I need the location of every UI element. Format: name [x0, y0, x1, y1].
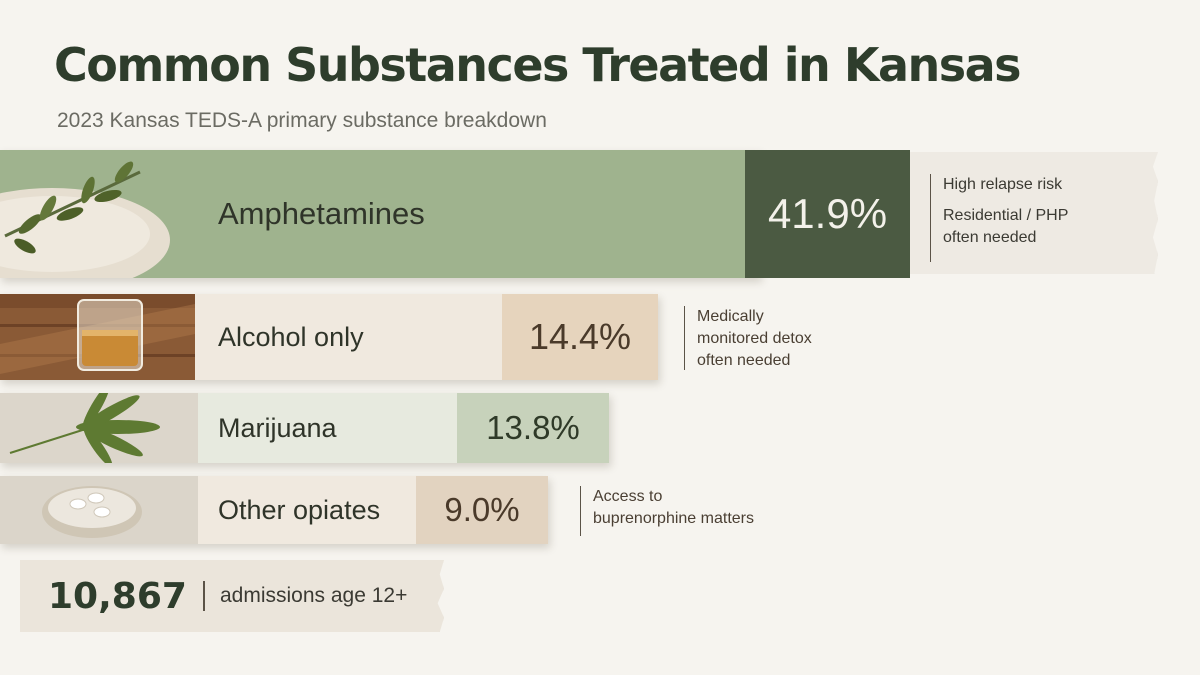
total-value: 10,867: [48, 575, 187, 617]
bar-label-amphetamines: Amphetamines: [218, 196, 425, 231]
bar-row-alcohol: Alcohol only 14.4% Medically monitored d…: [0, 294, 1200, 382]
bar-row-marijuana: Marijuana 13.8%: [0, 393, 1200, 463]
annotation-line: Medically: [697, 308, 764, 325]
bar-row-opiates: Other opiates 9.0% Access to buprenorphi…: [0, 476, 1200, 546]
value-label-amphetamines: 41.9%: [767, 190, 888, 237]
annotation-line: monitored detox: [697, 330, 812, 347]
cannabis-leaf-icon: [9, 393, 160, 463]
pill-bowl-icon: [42, 486, 142, 538]
annotation-card-amphetamines: [905, 152, 1158, 274]
value-box-marijuana: 13.8%: [457, 393, 609, 463]
annotation-alcohol: Medically monitored detox often needed: [684, 306, 812, 370]
page-subtitle: 2023 Kansas TEDS-A primary substance bre…: [57, 109, 547, 132]
total-divider: [203, 581, 205, 611]
whiskey-glass-icon: [77, 299, 143, 371]
value-label-marijuana: 13.8%: [486, 409, 580, 446]
annotation-amphetamines: High relapse risk Residential / PHP ofte…: [930, 174, 1068, 262]
annotation-line: High relapse risk: [943, 176, 1063, 193]
value-label-alcohol: 14.4%: [528, 316, 632, 357]
value-box-amphetamines: 41.9%: [745, 150, 910, 278]
annotation-line: often needed: [943, 229, 1037, 246]
total-label: admissions age 12+: [220, 584, 408, 607]
bar-label-opiates: Other opiates: [218, 494, 381, 525]
photo-pills: [0, 476, 198, 544]
annotation-opiates: Access to buprenorphine matters: [580, 486, 754, 536]
bar-label-marijuana: Marijuana: [218, 412, 337, 443]
bar-row-amphetamines: Amphetamines 41.9% High relapse risk Res…: [0, 150, 1200, 280]
annotation-line: buprenorphine matters: [593, 510, 754, 527]
value-box-alcohol: 14.4%: [502, 294, 658, 380]
photo-whiskey: [0, 294, 195, 380]
value-label-opiates: 9.0%: [444, 491, 520, 528]
photo-cannabis: [0, 393, 198, 463]
page-title: Common Substances Treated in Kansas: [54, 38, 1022, 92]
photo-olive-bowl: [0, 150, 175, 280]
annotation-line: Access to: [593, 488, 663, 505]
total-card: [20, 560, 444, 632]
value-box-opiates: 9.0%: [416, 476, 548, 544]
annotation-line: Residential / PHP: [943, 207, 1069, 224]
annotation-line: often needed: [697, 352, 791, 369]
bar-label-alcohol: Alcohol only: [218, 321, 364, 352]
